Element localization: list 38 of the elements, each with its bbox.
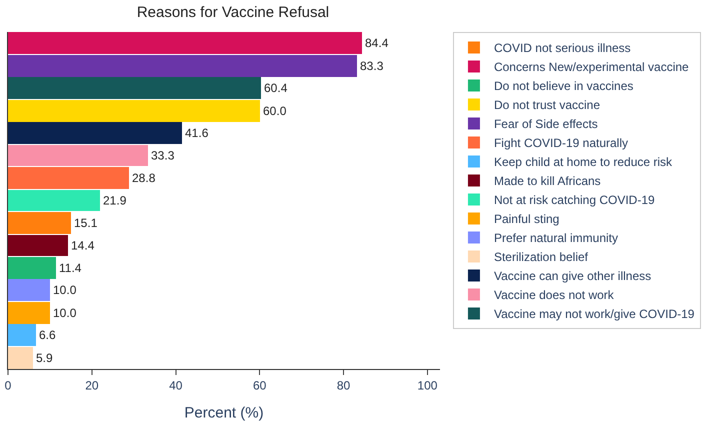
data-label: 5.9 (36, 351, 54, 365)
legend-label: Prefer natural immunity (494, 231, 618, 246)
x-tick-label: 20 (85, 378, 99, 392)
x-tick-label: 80 (336, 378, 351, 392)
data-label: 15.1 (74, 216, 98, 230)
data-label: 41.6 (185, 126, 209, 140)
legend-label: Made to kill Africans (494, 174, 601, 188)
data-label: 10.0 (53, 283, 77, 297)
data-label: 60.0 (263, 104, 287, 118)
legend-label: COVID not serious illness (494, 41, 631, 56)
legend-label: Fight COVID-19 naturally (494, 136, 628, 150)
legend-label: Vaccine does not work (494, 288, 615, 302)
legend-label: Keep child at home to reduce risk (494, 155, 674, 170)
legend-label: Do not trust vaccine (494, 98, 600, 112)
data-label: 84.4 (365, 36, 389, 50)
data-label: 10.0 (53, 306, 77, 320)
data-label: 21.9 (103, 194, 127, 208)
x-tick-label: 60 (252, 378, 267, 392)
legend-label: Not at risk catching COVID-19 (494, 193, 656, 208)
legend-label: Vaccine can give other illness (494, 269, 652, 284)
data-label: 14.4 (71, 238, 95, 252)
x-tick-label: 0 (4, 378, 12, 392)
legend-label: Concerns New/experimental vaccine (494, 60, 690, 74)
data-label: 60.4 (264, 81, 288, 95)
legend-label: Painful sting (494, 212, 560, 226)
legend-label: Fear of Side effects (494, 117, 598, 132)
data-label: 28.8 (132, 171, 156, 185)
data-label: 11.4 (59, 261, 82, 275)
data-label: 6.6 (39, 328, 56, 342)
legend-label: Do not believe in vaccines (494, 79, 634, 94)
x-tick-label: 40 (169, 378, 183, 392)
x-tick-label: 100 (417, 378, 438, 392)
legend-label: Vaccine may not work/give COVID-19 (494, 307, 695, 322)
x-axis-title: Percent (%) (184, 404, 264, 422)
chart-title: Reasons for Vaccine Refusal (136, 4, 330, 21)
legend-label: Sterilization belief (494, 250, 589, 264)
data-label: 83.3 (360, 59, 384, 73)
data-label: 33.3 (151, 148, 175, 162)
